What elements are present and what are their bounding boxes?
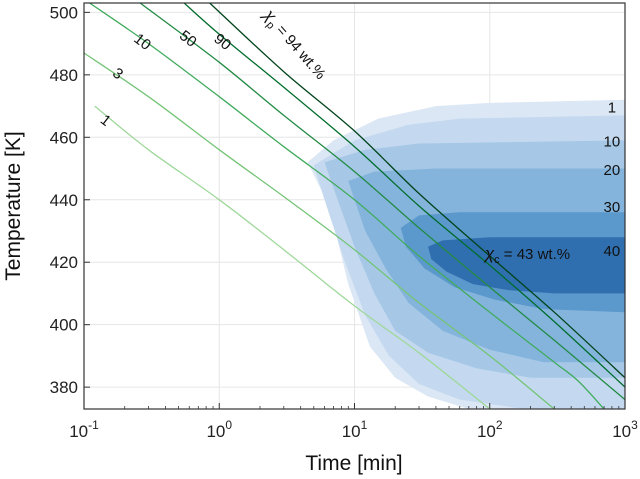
x-tick-label: 102 <box>477 418 503 441</box>
conversion-curve <box>139 3 625 401</box>
chi-c-label: χc = 43 wt.% <box>483 244 570 266</box>
contour-label: 30 <box>604 199 621 216</box>
y-axis-title: Temperature [K] <box>2 131 25 280</box>
y-tick-label: 420 <box>50 253 78 272</box>
y-tick-label: 460 <box>50 128 78 147</box>
x-tick-label: 101 <box>342 418 368 441</box>
y-tick-label: 440 <box>50 191 78 210</box>
y-tick-label: 480 <box>50 66 78 85</box>
curve-label: 50 <box>176 27 200 51</box>
conversion-curve <box>209 3 625 379</box>
conversion-curve <box>183 3 625 388</box>
contour-region <box>428 237 625 294</box>
x-tick-label: 103 <box>612 418 638 441</box>
conversion-curve <box>89 3 605 409</box>
contour-label: 20 <box>604 162 621 179</box>
curve-label: 90 <box>211 30 235 54</box>
conversion-curves <box>84 3 625 409</box>
y-tick-label: 380 <box>50 378 78 397</box>
x-tick-label: 100 <box>206 418 232 441</box>
x-tick-label: 10-1 <box>69 418 99 441</box>
curve-label: 10 <box>130 30 154 54</box>
x-axis-title: Time [min] <box>305 452 402 475</box>
contour-label: 10 <box>604 134 621 151</box>
y-tick-label: 500 <box>50 3 78 22</box>
y-tick-label: 400 <box>50 316 78 335</box>
contour-label: 40 <box>604 243 621 260</box>
contour-label: 1 <box>608 99 616 116</box>
conversion-curve <box>94 105 491 409</box>
conversion-curve <box>84 52 555 409</box>
plot-area: 10-1 100 101 102 103 380 400 420 440 460 480 500 1 3… <box>50 2 638 441</box>
